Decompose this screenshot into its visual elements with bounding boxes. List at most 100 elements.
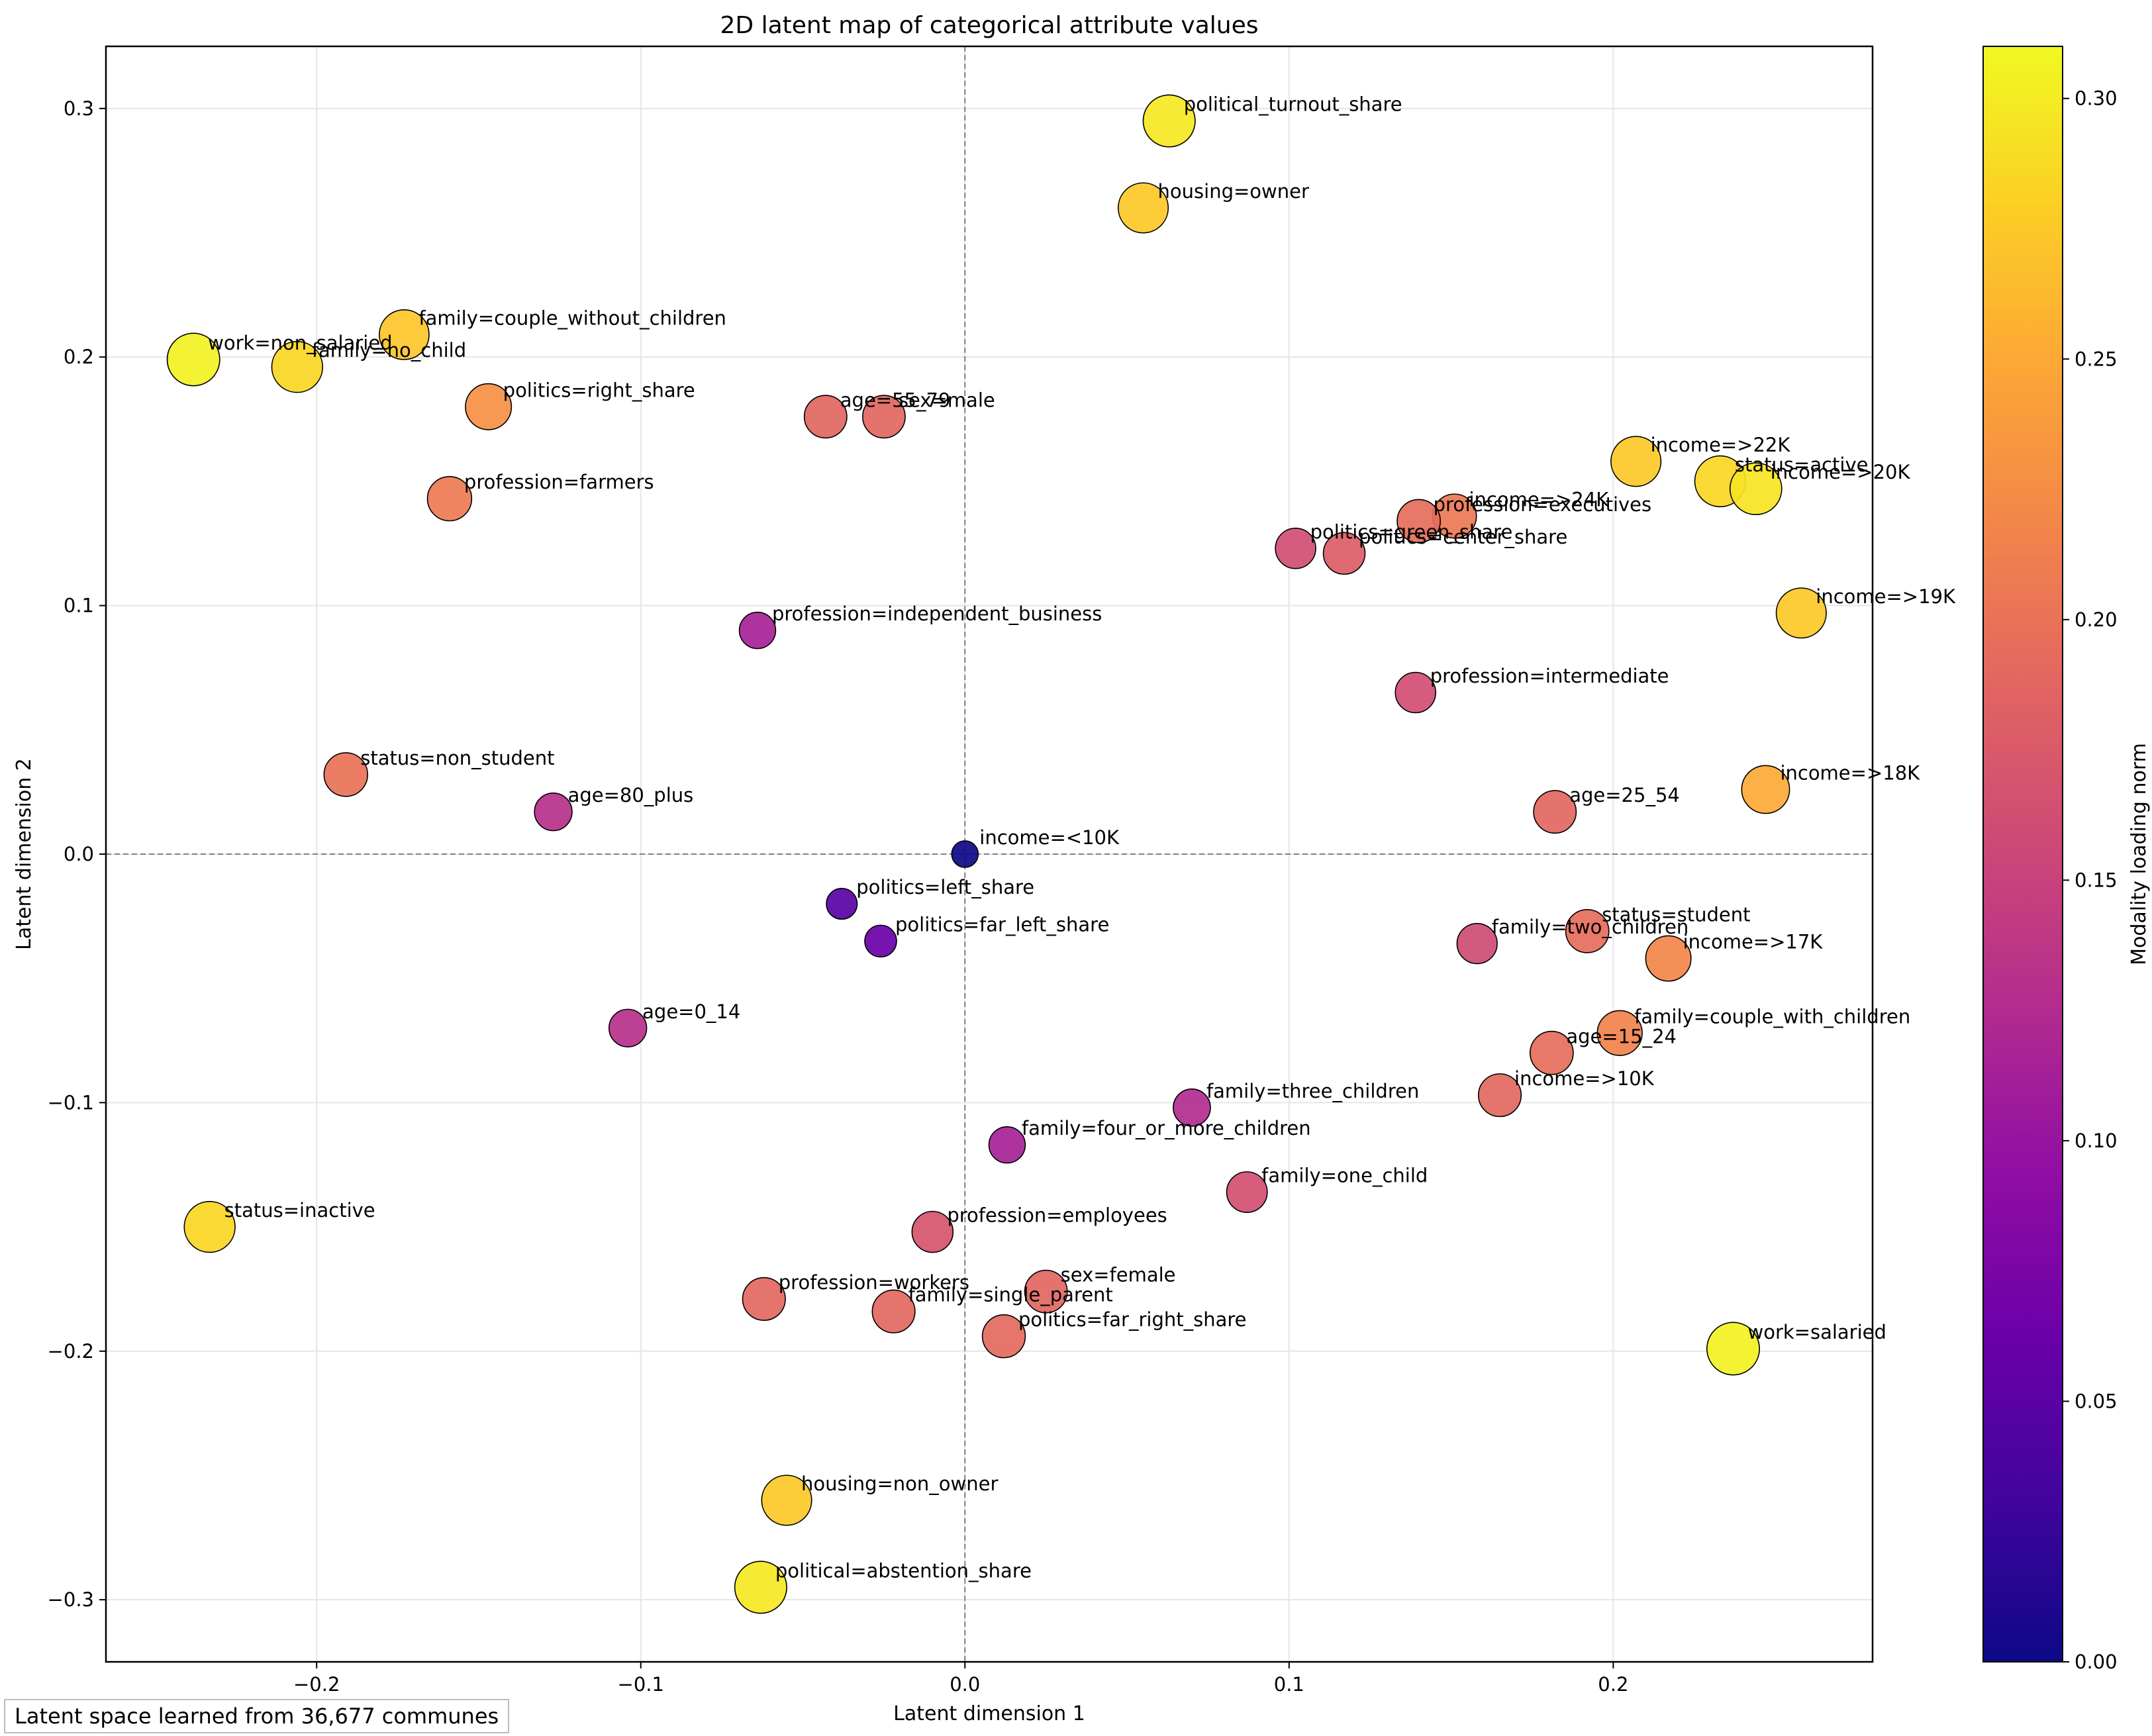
chart-title: 2D latent map of categorical attribute v… [720,12,1259,39]
data-label: income=>17K [1683,931,1824,953]
data-label: family=single_parent [908,1284,1113,1306]
data-point [1396,499,1442,544]
data-point [861,395,906,439]
data-label: political_turnout_share [1184,93,1402,116]
data-point [1117,182,1169,234]
colorbar-label: Modality loading norm [2128,743,2151,965]
data-point [1729,462,1783,516]
data-label: age=55_79 [840,389,951,411]
data-label: income=<10K [979,826,1120,849]
data-point [1456,923,1498,965]
data-point [1565,908,1610,953]
footnote-text: Latent space learned from 36,677 commune… [15,1704,499,1729]
data-label: politics=green_share [1310,520,1513,543]
data-point [826,888,858,920]
data-label: profession=employees [947,1204,1167,1227]
data-point [734,1561,787,1614]
data-label: status=active [1735,454,1869,476]
colorbar-tick-label: 0.25 [2075,348,2118,370]
data-point [761,1474,812,1526]
colorbar-ticks: 0.00 0.05 0.10 0.15 0.20 0.25 0.30 [2063,87,2118,1673]
x-tick-label: −0.1 [618,1673,664,1696]
data-point [864,924,897,958]
x-axis-label: Latent dimension 1 [893,1702,1085,1725]
data-point [1533,790,1577,834]
data-point [738,611,777,650]
data-point [988,1126,1026,1164]
y-tick-label: −0.2 [48,1340,94,1363]
data-point [1322,532,1366,575]
data-point [608,1008,648,1047]
data-label: income=>20K [1771,461,1911,483]
x-tick-label: 0.1 [1274,1673,1304,1696]
data-point [323,752,368,797]
colorbar-tick-label: 0.10 [2075,1130,2118,1152]
data-label: age=15_24 [1566,1025,1677,1047]
data-label: income=>18K [1780,761,1920,784]
data-label: profession=intermediate [1430,665,1669,687]
data-label: housing=owner [1158,180,1309,203]
data-label: family=couple_without_children [418,307,726,329]
y-tick-label: −0.1 [48,1091,94,1114]
data-label: age=0_14 [642,1000,740,1023]
data-label: work=non_salaried [208,332,392,354]
data-label: profession=independent_business [772,603,1102,625]
data-label: politics=far_left_share [895,913,1109,936]
colorbar [1982,46,2063,1663]
data-point [465,383,513,430]
data-point [742,1277,786,1321]
data-label: sex=male [899,389,995,411]
data-point [1142,94,1196,148]
data-label: political=abstention_share [775,1559,1032,1582]
data-point [871,1289,916,1333]
data-label: profession=executives [1434,493,1652,516]
data-label: age=80_plus [568,784,694,806]
data-label: income=>22K [1651,434,1791,456]
colorbar-tick-label: 0.00 [2075,1651,2118,1673]
y-axis-label: Latent dimension 2 [13,758,36,950]
data-label: family=two_children [1492,916,1689,938]
x-tick-label: −0.2 [293,1673,340,1696]
data-point [911,1210,954,1253]
data-label: housing=non_owner [801,1472,998,1495]
data-point [1596,1010,1643,1056]
data-point [183,1200,236,1253]
data-point [1275,528,1316,569]
data-label: family=couple_with_children [1634,1005,1910,1028]
y-tick-label: 0.2 [64,346,94,368]
colorbar-tick-label: 0.30 [2075,87,2118,110]
data-label: profession=farmers [464,471,654,493]
data-point [271,341,324,393]
y-tick-label: −0.3 [48,1588,94,1611]
data-point [1775,587,1827,639]
data-label: income=>24K [1469,488,1609,510]
data-label: work=salaried [1747,1321,1886,1343]
data-point [426,475,473,522]
data-label: age=25_54 [1569,784,1680,806]
data-point [1645,935,1692,982]
reference-lines [106,46,1873,1662]
data-label: politics=far_right_share [1018,1308,1246,1331]
x-tick-label: 0.2 [1598,1673,1628,1696]
data-label: status=inactive [224,1199,375,1222]
data-point [981,1314,1026,1359]
data-point [1024,1269,1068,1314]
y-axis-ticks: −0.3 −0.2 −0.1 0.0 0.1 0.2 0.3 [48,97,106,1611]
data-label: politics=left_share [856,876,1034,898]
scatter-points [166,94,1827,1614]
data-point [534,792,573,832]
footnote-box: Latent space learned from 36,677 commune… [4,1699,510,1733]
data-point [1477,1073,1522,1118]
x-axis-ticks: −0.2 −0.1 0.0 0.1 0.2 [293,1662,1628,1696]
data-point [1741,765,1790,814]
data-point [1173,1088,1211,1127]
data-label: family=four_or_more_children [1022,1117,1311,1139]
data-label: income=>19K [1816,585,1956,608]
data-label: family=three_children [1206,1080,1419,1102]
data-point [1610,436,1662,487]
data-point [1529,1030,1574,1075]
data-point [1226,1171,1268,1213]
data-point [166,332,220,387]
x-tick-label: 0.0 [950,1673,980,1696]
